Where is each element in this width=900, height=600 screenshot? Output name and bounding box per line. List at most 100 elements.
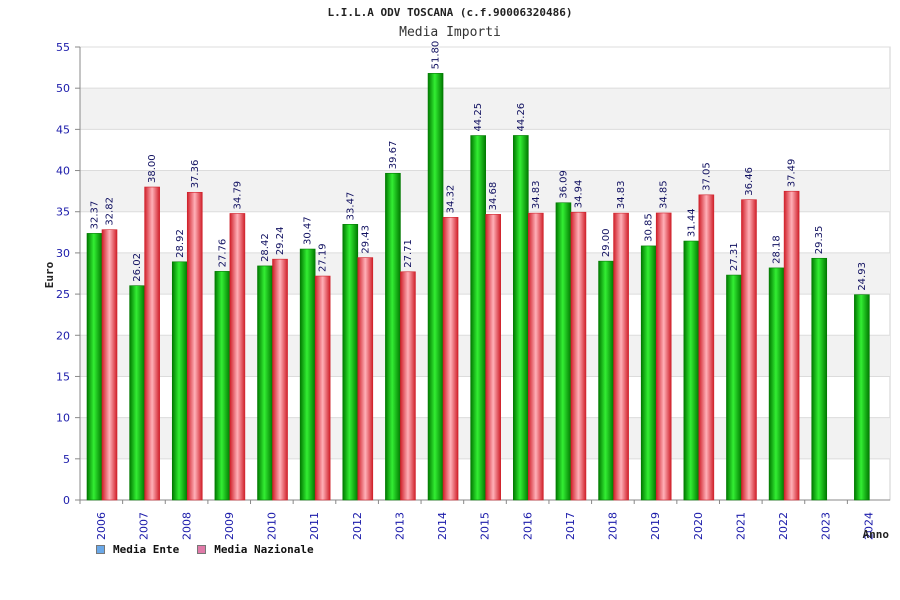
data-label: 34.83	[616, 180, 627, 209]
x-tick-label: 2011	[308, 512, 321, 540]
y-tick-label: 15	[56, 370, 70, 383]
x-tick-label: 2008	[180, 512, 193, 540]
bar-media-nazionale	[485, 214, 501, 501]
bar-media-nazionale	[613, 212, 629, 501]
bar-media-ente	[299, 248, 316, 501]
x-tick-label: 2017	[564, 512, 577, 540]
x-tick-label: 2016	[521, 512, 534, 540]
chart-subtitle: Media Importi	[399, 25, 501, 40]
x-tick-label: 2014	[436, 512, 449, 540]
bar-media-nazionale	[272, 258, 288, 501]
x-tick-label: 2007	[138, 512, 151, 540]
data-label: 28.18	[772, 235, 783, 264]
data-label: 28.92	[175, 229, 186, 258]
data-label: 34.83	[531, 180, 542, 209]
bar-media-nazionale	[528, 212, 544, 501]
data-label: 34.85	[659, 180, 670, 209]
bar-media-ente	[598, 260, 614, 501]
data-label: 34.32	[446, 185, 457, 214]
legend-label-nazionale: Media Nazionale	[214, 543, 314, 556]
x-tick-label: 2009	[223, 512, 236, 540]
data-label: 24.93	[857, 262, 868, 291]
x-tick-label: 2010	[266, 512, 279, 540]
data-label: 38.00	[147, 154, 158, 183]
bar-media-nazionale	[229, 213, 246, 501]
bar-media-ente	[214, 271, 231, 501]
y-tick-label: 50	[56, 82, 70, 95]
bar-media-nazionale	[186, 191, 203, 501]
x-tick-label: 2012	[351, 512, 364, 540]
legend-swatch-ente	[96, 545, 105, 554]
bar-media-ente	[683, 240, 700, 501]
legend-swatch-nazionale	[197, 545, 207, 554]
data-label: 36.09	[558, 170, 569, 199]
x-tick-label: 2020	[692, 512, 705, 540]
x-tick-label: 2006	[95, 512, 108, 540]
bar-media-ente	[86, 233, 103, 501]
data-label: 27.71	[403, 239, 414, 268]
y-axis-label: Euro	[43, 261, 56, 288]
bar-media-ente	[640, 245, 657, 501]
x-axis-label: Anno	[863, 528, 890, 541]
bar-media-nazionale	[400, 271, 416, 501]
bar-media-ente	[555, 202, 572, 501]
bar-media-ente	[129, 285, 145, 501]
bar-media-ente	[342, 224, 359, 501]
legend-label-ente: Media Ente	[113, 543, 180, 556]
y-tick-label: 20	[56, 329, 70, 342]
bar-media-ente	[427, 73, 444, 501]
bar-media-ente	[385, 172, 401, 501]
bar-media-nazionale	[442, 217, 459, 501]
x-tick-label: 2018	[607, 512, 620, 540]
data-label: 29.00	[601, 229, 612, 258]
bar-media-ente	[811, 257, 828, 501]
data-label: 30.47	[303, 216, 314, 245]
bar-media-nazionale	[314, 275, 331, 501]
bar-media-nazionale	[357, 257, 374, 501]
data-label: 29.35	[814, 226, 825, 255]
data-label: 34.94	[573, 180, 584, 209]
legend-item-ente: Media Ente	[96, 543, 179, 556]
data-label: 32.82	[105, 197, 116, 226]
y-tick-label: 30	[56, 247, 70, 260]
bar-media-ente	[726, 274, 742, 501]
bar-media-nazionale	[144, 186, 160, 501]
grid-band	[80, 88, 890, 130]
bar-media-ente	[513, 135, 529, 501]
bar-media-nazionale	[101, 229, 118, 501]
bar-media-ente	[171, 261, 188, 501]
chart-title: L.I.L.A ODV TOSCANA (c.f.90006320486)	[327, 6, 573, 19]
data-label: 39.67	[388, 141, 399, 170]
bar-media-ente	[257, 265, 273, 501]
data-label: 27.76	[217, 239, 228, 268]
legend: Media Ente Media Nazionale	[96, 543, 314, 556]
x-tick-label: 2023	[820, 512, 833, 540]
data-label: 36.46	[744, 167, 755, 196]
x-tick-label: 2024	[862, 512, 875, 540]
bar-media-nazionale	[741, 199, 757, 501]
x-axis-ticks: 2006 2007 2008 2009 2010 2011 2012 2013 2014 2015…	[79, 500, 875, 540]
x-tick-label: 2022	[777, 512, 790, 540]
bar-media-nazionale	[783, 190, 800, 501]
y-tick-label: 10	[56, 412, 70, 425]
bar-media-nazionale	[698, 194, 715, 501]
bars: 32.37 32.82 26.02 38.00 28.92 37.36 27.76 34.79…	[86, 41, 870, 501]
data-label: 32.37	[90, 201, 101, 230]
data-label: 27.31	[729, 242, 740, 271]
bar-media-ente	[470, 135, 486, 501]
data-label: 26.02	[132, 253, 143, 282]
x-tick-label: 2013	[393, 512, 406, 540]
data-label: 37.36	[190, 160, 201, 189]
y-tick-label: 40	[56, 165, 70, 178]
data-label: 51.80	[431, 41, 442, 70]
y-tick-label: 45	[56, 123, 70, 136]
y-tick-label: 35	[56, 206, 70, 219]
data-label: 30.85	[644, 213, 655, 242]
data-label: 34.79	[232, 181, 243, 210]
bar-media-nazionale	[570, 211, 587, 501]
bar-media-nazionale	[655, 212, 672, 501]
x-tick-label: 2019	[649, 512, 662, 540]
bar-media-ente	[854, 294, 870, 501]
data-label: 31.44	[686, 208, 697, 237]
